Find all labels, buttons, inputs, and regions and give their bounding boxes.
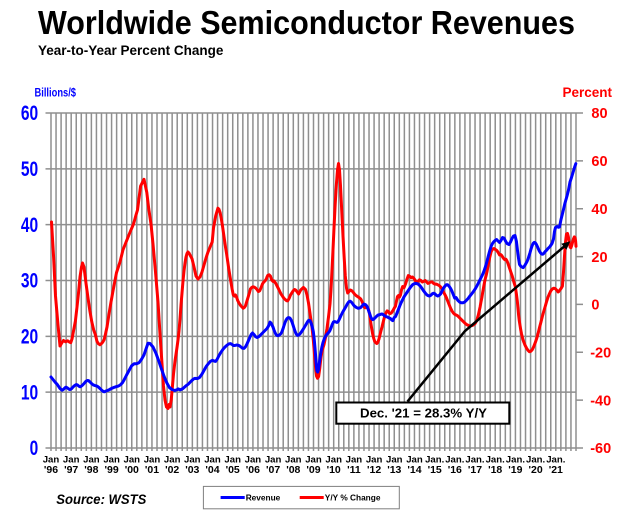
svg-text:'05: '05 [226,464,240,476]
svg-text:'12: '12 [367,464,381,476]
svg-text:'16: '16 [448,464,462,476]
svg-text:'18: '18 [488,464,502,476]
svg-text:Billions/$: Billions/$ [35,86,77,100]
svg-text:30: 30 [21,270,38,293]
svg-text:Source: WSTS: Source: WSTS [56,491,147,507]
svg-text:'20: '20 [529,464,543,476]
svg-text:Jan: Jan [43,454,60,465]
svg-text:Jan.: Jan. [486,454,505,465]
svg-text:'98: '98 [84,464,98,476]
svg-text:Jan: Jan [366,454,383,465]
svg-text:'14: '14 [407,464,421,476]
svg-text:Jan: Jan [63,454,80,465]
svg-text:40: 40 [21,214,38,237]
svg-text:'09: '09 [306,464,320,476]
svg-text:80: 80 [591,106,607,122]
svg-text:'08: '08 [286,464,300,476]
svg-text:Jan.: Jan. [425,454,444,465]
svg-text:Jan: Jan [386,454,403,465]
svg-text:'21: '21 [549,464,563,476]
svg-text:'11: '11 [347,464,361,476]
svg-text:Revenue: Revenue [246,492,281,502]
svg-text:Jan: Jan [164,454,181,465]
svg-text:'04: '04 [205,464,219,476]
svg-text:Jan.: Jan. [506,454,525,465]
svg-text:Jan: Jan [144,454,161,465]
svg-text:Year-to-Year Percent Change: Year-to-Year Percent Change [38,43,224,58]
svg-text:'19: '19 [508,464,522,476]
svg-text:Jan: Jan [184,454,201,465]
svg-text:'03: '03 [185,464,199,476]
svg-text:Jan: Jan [245,454,262,465]
svg-text:20: 20 [21,326,38,349]
svg-text:40: 40 [591,202,607,218]
svg-text:Jan: Jan [406,454,423,465]
svg-text:'15: '15 [428,464,442,476]
svg-text:Jan: Jan [346,454,363,465]
svg-text:Jan: Jan [83,454,100,465]
svg-text:Jan.: Jan. [546,454,565,465]
svg-text:'96: '96 [44,464,58,476]
svg-text:0: 0 [591,298,599,314]
svg-text:Jan: Jan [124,454,141,465]
svg-text:-40: -40 [590,393,611,409]
svg-text:10: 10 [21,381,38,404]
svg-text:'17: '17 [468,464,482,476]
svg-text:Jan: Jan [305,454,322,465]
svg-text:20: 20 [591,250,607,266]
svg-text:Worldwide Semiconductor Revenu: Worldwide Semiconductor Revenues [38,4,575,41]
svg-text:Dec. '21 = 28.3% Y/Y: Dec. '21 = 28.3% Y/Y [360,406,487,421]
svg-text:-20: -20 [590,346,611,362]
svg-text:60: 60 [591,154,607,170]
svg-text:Jan.: Jan. [526,454,545,465]
svg-text:'13: '13 [387,464,401,476]
svg-text:Jan.: Jan. [465,454,484,465]
svg-text:Jan.: Jan. [445,454,464,465]
svg-text:-60: -60 [590,441,611,457]
svg-text:'00: '00 [125,464,139,476]
svg-text:'07: '07 [266,464,280,476]
svg-text:0: 0 [30,437,39,460]
svg-text:Jan: Jan [265,454,282,465]
svg-text:Percent: Percent [562,85,612,100]
svg-text:Jan: Jan [224,454,241,465]
svg-text:Jan: Jan [204,454,221,465]
svg-text:Jan: Jan [325,454,342,465]
svg-text:'02: '02 [165,464,179,476]
svg-text:'01: '01 [145,464,159,476]
svg-text:Jan: Jan [103,454,120,465]
svg-text:50: 50 [21,158,38,181]
svg-text:'97: '97 [64,464,78,476]
svg-text:Jan: Jan [285,454,302,465]
svg-text:'06: '06 [246,464,260,476]
svg-text:Y/Y % Change: Y/Y % Change [325,492,381,502]
svg-text:'10: '10 [327,464,341,476]
svg-text:'99: '99 [105,464,119,476]
svg-text:60: 60 [21,102,38,125]
